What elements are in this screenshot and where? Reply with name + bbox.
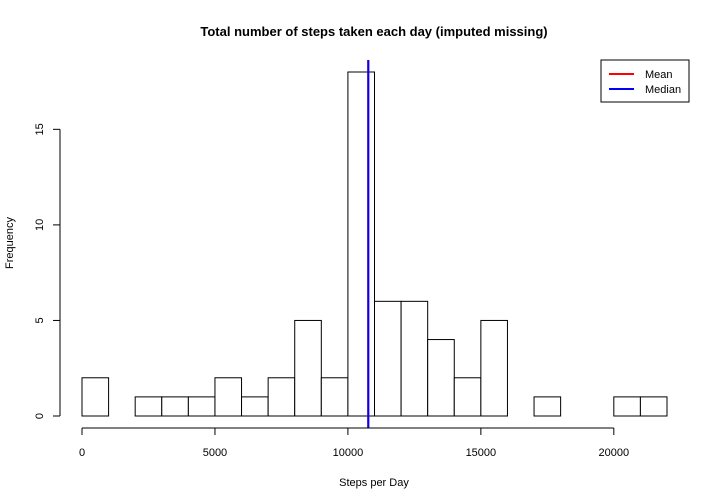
legend: Mean Median bbox=[600, 59, 690, 103]
y-axis-label: Frequency bbox=[4, 217, 16, 269]
y-axis: 0 5 10 15 bbox=[34, 123, 61, 419]
y-tick-label: 5 bbox=[34, 317, 46, 323]
x-axis-label: Steps per Day bbox=[339, 477, 409, 489]
bars-group bbox=[81, 71, 668, 417]
legend-median-label: Median bbox=[645, 84, 681, 96]
histogram-bar bbox=[453, 377, 482, 417]
x-axis: 0 5000 10000 15000 20000 bbox=[79, 427, 630, 459]
chart-title: Total number of steps taken each day (im… bbox=[200, 24, 547, 39]
histogram-bar bbox=[320, 377, 349, 417]
histogram-bar bbox=[241, 396, 269, 417]
histogram-bar bbox=[480, 319, 508, 417]
histogram-bar bbox=[214, 377, 243, 417]
histogram-bar bbox=[81, 377, 110, 417]
y-tick-label: 10 bbox=[34, 219, 46, 231]
histogram-bar bbox=[294, 319, 322, 417]
x-tick-label: 15000 bbox=[466, 447, 497, 459]
x-tick-label: 20000 bbox=[599, 447, 630, 459]
histogram-bar bbox=[374, 300, 402, 417]
histogram-bar bbox=[134, 396, 163, 417]
y-tick-label: 0 bbox=[34, 413, 46, 419]
histogram-bar bbox=[639, 396, 668, 417]
histogram-bar bbox=[267, 377, 296, 417]
histogram-bar bbox=[187, 396, 216, 417]
legend-mean-label: Mean bbox=[645, 69, 673, 81]
histogram-bar bbox=[347, 71, 375, 417]
histogram-bar bbox=[161, 396, 189, 417]
histogram-bar bbox=[427, 339, 455, 417]
y-tick-label: 15 bbox=[34, 123, 46, 135]
x-tick-label: 5000 bbox=[203, 447, 227, 459]
histogram-bar bbox=[400, 300, 429, 417]
x-tick-label: 0 bbox=[79, 447, 85, 459]
x-tick-label: 10000 bbox=[333, 447, 364, 459]
histogram-bar bbox=[613, 396, 641, 417]
histogram-bar bbox=[533, 396, 562, 417]
legend-box bbox=[600, 59, 690, 103]
